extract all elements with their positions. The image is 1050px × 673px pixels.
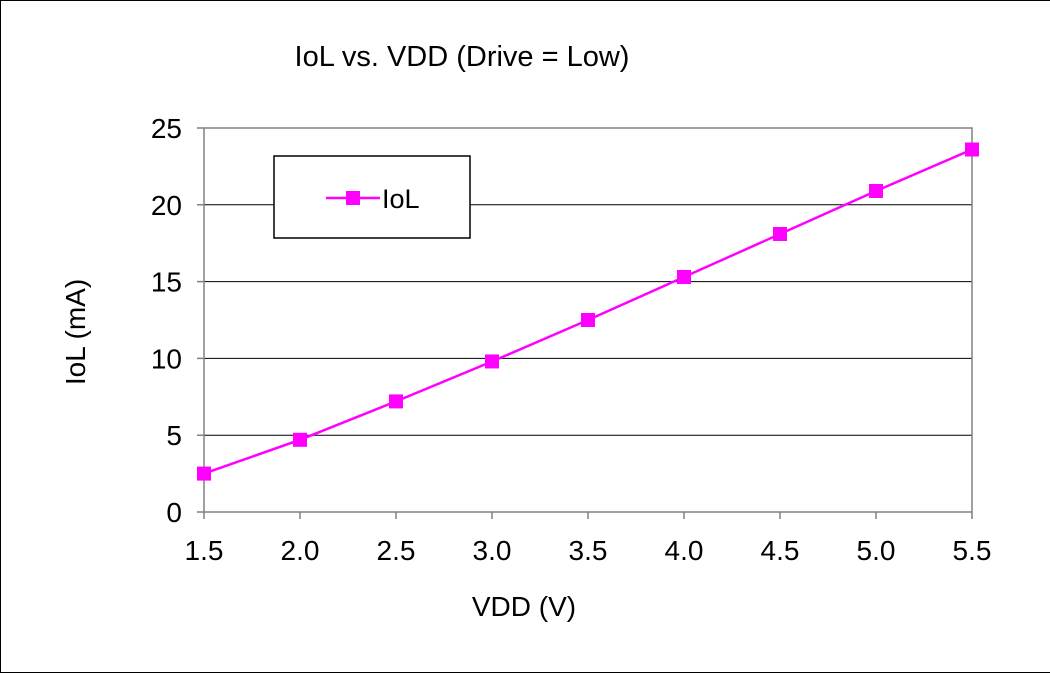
x-tick-label: 5.5 — [953, 535, 992, 566]
x-tick-label: 4.5 — [761, 535, 800, 566]
data-point — [197, 466, 211, 481]
y-tick-label: 25 — [151, 113, 182, 144]
data-point — [869, 183, 883, 198]
y-tick-label: 0 — [166, 497, 182, 528]
x-tick-label: 3.0 — [473, 535, 512, 566]
plot-area — [203, 127, 973, 513]
x-tick-label: 4.0 — [665, 535, 704, 566]
x-tick-label: 5.0 — [857, 535, 896, 566]
data-point — [965, 142, 979, 157]
data-point — [485, 354, 499, 369]
y-axis-label: IoL (mA) — [60, 279, 91, 385]
y-tick-label: 20 — [151, 190, 182, 221]
data-point — [773, 226, 787, 241]
legend: IoL — [273, 155, 471, 239]
legend-marker — [346, 191, 360, 205]
y-tick-label: 10 — [151, 343, 182, 374]
x-axis-label: VDD (V) — [472, 591, 576, 622]
y-tick-labels: 0 5 10 15 20 25 — [151, 113, 182, 528]
x-tick-label: 2.0 — [281, 535, 320, 566]
x-tick-label: 3.5 — [569, 535, 608, 566]
data-point — [677, 269, 691, 284]
x-tick-label: 1.5 — [185, 535, 224, 566]
chart-title: IoL vs. VDD (Drive = Low) — [295, 41, 630, 73]
legend-label: IoL — [382, 184, 420, 214]
y-tick-label: 5 — [166, 420, 182, 451]
x-tick-labels: 1.5 2.0 2.5 3.0 3.5 4.0 4.5 5.0 5.5 — [185, 535, 992, 566]
y-tick-label: 15 — [151, 267, 182, 298]
x-tick-label: 2.5 — [377, 535, 416, 566]
data-point — [293, 432, 307, 447]
series-group — [197, 142, 979, 481]
data-point — [581, 313, 595, 327]
data-point — [389, 394, 403, 409]
